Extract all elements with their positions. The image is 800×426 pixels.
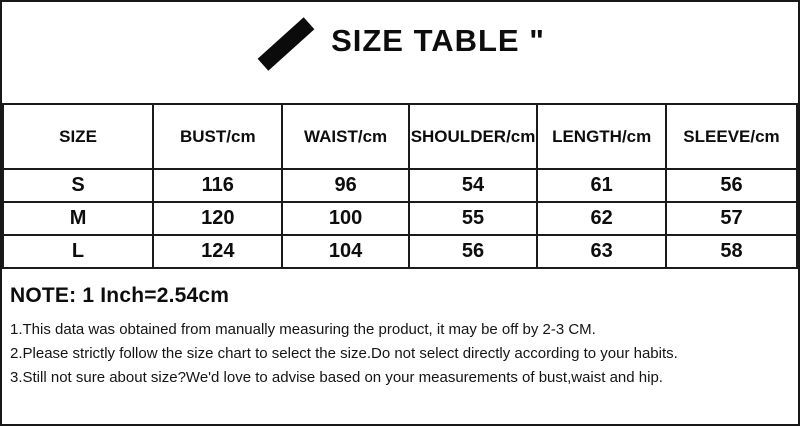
cell-bust: 116 [152,168,284,203]
cell-bust: 124 [152,234,284,269]
header-cell-length: LENGTH/cm [536,103,667,170]
brush-stroke-icon [257,16,315,71]
header-row: SIZE BUST/cm WAIST/cm SHOULDER/cm LENGTH… [2,103,798,170]
cell-waist: 96 [281,168,410,203]
cell-length: 61 [536,168,667,203]
note-section: NOTE: 1 Inch=2.54cm 1.This data was obta… [2,269,798,390]
title-bar: SIZE TABLE " [2,2,798,103]
cell-waist: 100 [281,201,410,236]
note-line-3: 3.Still not sure about size?We'd love to… [10,369,663,386]
cell-sleeve: 57 [664,201,798,236]
cell-bust: 120 [152,201,284,236]
cell-shoulder: 56 [407,234,539,269]
cell-length: 63 [536,234,667,269]
cell-size: M [2,201,155,236]
header-cell-sleeve: SLEEVE/cm [664,103,798,170]
note-line-1: 1.This data was obtained from manually m… [10,321,596,338]
table-row-l: L 124 104 56 63 58 [2,234,798,269]
size-table: SIZE BUST/cm WAIST/cm SHOULDER/cm LENGTH… [2,103,798,269]
cell-length: 62 [536,201,667,236]
cell-sleeve: 58 [664,234,798,269]
header-cell-size: SIZE [2,103,155,170]
header-cell-bust: BUST/cm [152,103,284,170]
table-row-m: M 120 100 55 62 57 [2,201,798,236]
cell-shoulder: 54 [407,168,539,203]
note-line-2: 2.Please strictly follow the size chart … [10,345,678,362]
cell-sleeve: 56 [664,168,798,203]
cell-waist: 104 [281,234,410,269]
cell-size: L [2,234,155,269]
table-row-s: S 116 96 54 61 56 [2,168,798,203]
cell-shoulder: 55 [407,201,539,236]
header-cell-waist: WAIST/cm [281,103,410,170]
page-title: SIZE TABLE " [331,22,545,58]
header-cell-shoulder: SHOULDER/cm [407,103,539,170]
cell-size: S [2,168,155,203]
note-heading: NOTE: 1 Inch=2.54cm [10,284,230,307]
